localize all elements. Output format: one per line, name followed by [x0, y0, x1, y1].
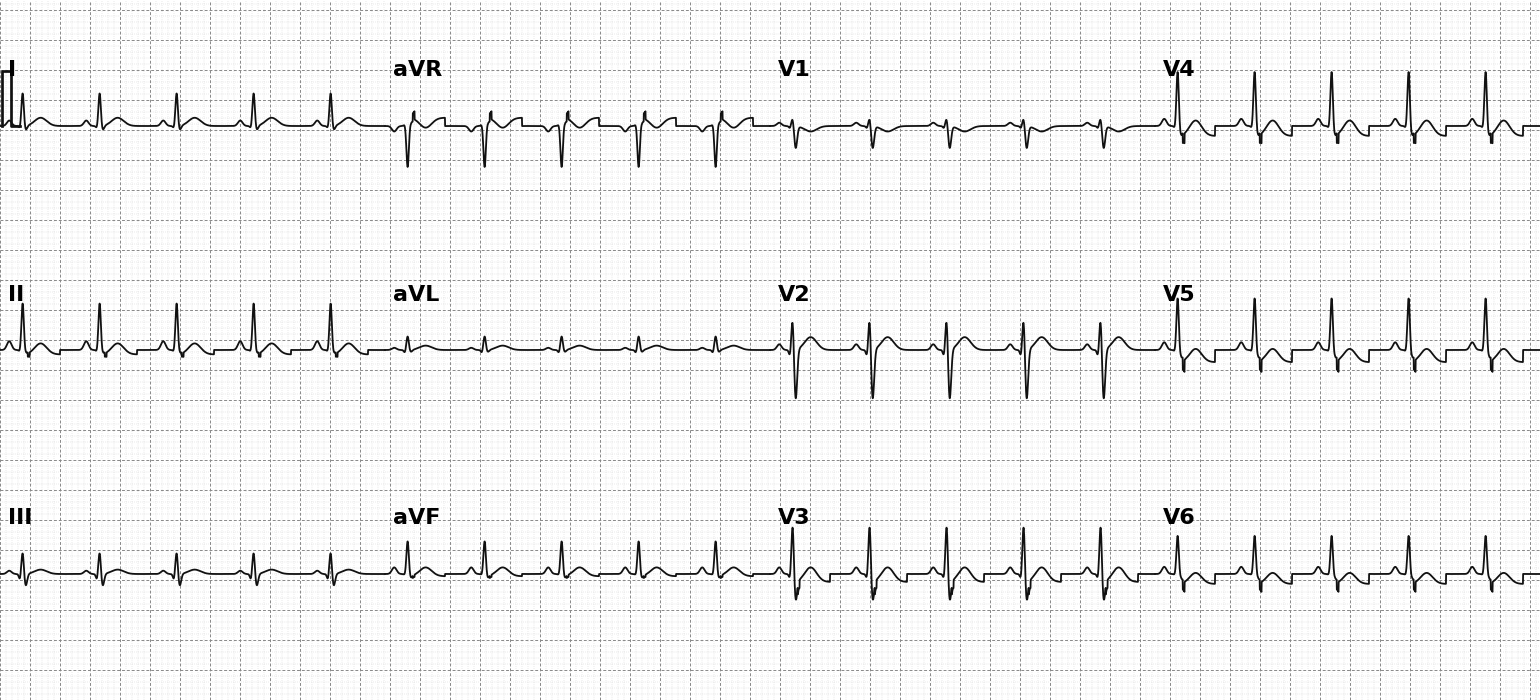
Text: V4: V4 — [1163, 60, 1195, 80]
Text: V2: V2 — [778, 284, 810, 304]
Text: aVF: aVF — [393, 508, 440, 528]
Text: I: I — [8, 60, 15, 80]
Text: V3: V3 — [778, 508, 810, 528]
Text: V5: V5 — [1163, 284, 1195, 304]
Text: V1: V1 — [778, 60, 810, 80]
Text: V6: V6 — [1163, 508, 1195, 528]
Text: III: III — [8, 508, 32, 528]
Text: aVL: aVL — [393, 284, 439, 304]
Text: II: II — [8, 284, 25, 304]
Text: aVR: aVR — [393, 60, 442, 80]
